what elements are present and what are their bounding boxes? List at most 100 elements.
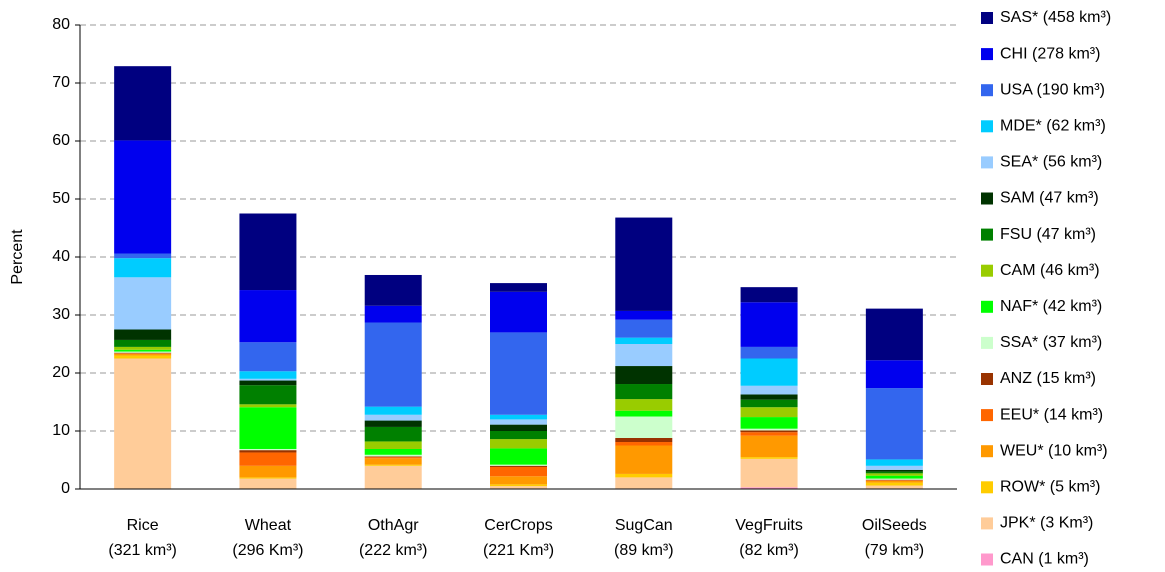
bar-segment	[114, 339, 172, 347]
bar-segment	[239, 450, 297, 453]
bar-segment	[239, 407, 297, 449]
bar-segment	[740, 430, 798, 433]
x-tick-label: SugCan (89 km³)	[614, 517, 674, 559]
bar-segment	[740, 417, 798, 429]
bar-segment	[615, 473, 673, 478]
bar-segment	[615, 344, 673, 367]
bar-segment	[114, 358, 172, 489]
bar-segment	[364, 426, 422, 442]
y-tick-label: 60	[52, 132, 70, 149]
bar-segment	[865, 469, 923, 472]
bar-segment	[239, 452, 297, 466]
bar-segment	[615, 366, 673, 385]
legend-label: ROW* (5 km³)	[1000, 479, 1100, 496]
y-tick-label: 10	[52, 422, 70, 439]
bar-segment	[114, 351, 172, 353]
bar-segment	[239, 478, 297, 489]
x-tick-label: CerCrops (221 Km³)	[482, 517, 555, 559]
legend-swatch	[981, 481, 993, 494]
bar-segment	[364, 458, 422, 465]
bar-segment	[865, 360, 923, 389]
bar-segment	[364, 420, 422, 427]
bar-segment	[114, 66, 172, 141]
bar-segment	[490, 486, 547, 489]
legend-label: SAS* (458 km³)	[1000, 9, 1111, 26]
bar-segment	[740, 432, 798, 436]
bar-segment	[865, 478, 923, 480]
y-tick-label: 20	[52, 364, 70, 381]
bar-segment	[239, 385, 297, 405]
bar-segment	[740, 458, 798, 488]
bar-segment	[615, 310, 673, 320]
legend-swatch	[981, 48, 993, 61]
bar-segment	[865, 480, 923, 481]
bar-segment	[615, 337, 673, 344]
bar-segment	[239, 380, 297, 386]
bar-segment	[740, 399, 798, 408]
bar-segment	[364, 457, 422, 459]
bar-segment	[615, 416, 673, 438]
x-tick-label: VegFruits (82 km³)	[735, 517, 803, 559]
bar-segment	[490, 476, 547, 485]
y-axis-label: Percent	[9, 229, 26, 285]
bar-segment	[865, 465, 923, 470]
bar-segment	[114, 352, 172, 354]
x-tick-label: Rice (321 km³)	[108, 517, 177, 559]
bar-segment	[364, 441, 422, 449]
legend-label: CAM (46 km³)	[1000, 262, 1100, 279]
bar-segment	[865, 459, 923, 466]
bar-segment	[490, 484, 547, 487]
bar-segment	[865, 388, 923, 460]
legend-label: SAM (47 km³)	[1000, 190, 1099, 207]
y-tick-label: 0	[61, 480, 70, 497]
bar-segment	[490, 419, 547, 425]
bar-segment	[364, 305, 422, 323]
bar-segment	[740, 287, 798, 303]
bar-segment	[364, 274, 422, 306]
bar-segment	[114, 258, 172, 278]
legend-swatch	[981, 84, 993, 97]
legend-swatch	[981, 120, 993, 133]
bar-segment	[615, 399, 673, 411]
bar-segment	[740, 457, 798, 459]
legend-swatch	[981, 553, 993, 566]
bar-segment	[490, 414, 547, 420]
x-tick-label: OilSeeds (79 km³)	[861, 517, 927, 559]
legend-swatch	[981, 156, 993, 169]
y-tick-label: 80	[52, 16, 70, 33]
bar-segment	[740, 428, 798, 431]
bar-segment	[239, 404, 297, 408]
bar-segment	[865, 485, 923, 489]
bar-segment	[490, 332, 547, 415]
bar-segment	[114, 349, 172, 352]
bar-segment	[740, 435, 798, 458]
bar-segment	[364, 448, 422, 455]
bar-segment	[615, 437, 673, 443]
legend-label: USA (190 km³)	[1000, 81, 1105, 98]
bar-segment	[114, 346, 172, 350]
legend-label: WEU* (10 km³)	[1000, 442, 1108, 459]
legend-label: CHI (278 km³)	[1000, 45, 1100, 62]
legend-label: FSU (47 km³)	[1000, 226, 1096, 243]
legend-label: SSA* (37 km³)	[1000, 334, 1102, 351]
legend-label: MDE* (62 km³)	[1000, 118, 1106, 135]
bar-segment	[490, 439, 547, 449]
bar-segment	[239, 342, 297, 372]
bar-segment	[740, 302, 798, 347]
bar-segment	[364, 456, 422, 458]
legend-label: EEU* (14 km³)	[1000, 406, 1103, 423]
legend-swatch	[981, 409, 993, 422]
bar-segment	[364, 464, 422, 466]
bar-segment	[490, 466, 547, 477]
bar-segment	[239, 448, 297, 451]
bar-segment	[865, 473, 923, 476]
x-tick-label: OthAgr (222 km³)	[358, 517, 428, 559]
bar-segment	[865, 471, 923, 474]
bar-segment	[615, 217, 673, 311]
bar-segment	[490, 448, 547, 465]
bar-segment	[740, 394, 798, 400]
bar-segment	[740, 346, 798, 359]
bar-segment	[239, 477, 297, 479]
